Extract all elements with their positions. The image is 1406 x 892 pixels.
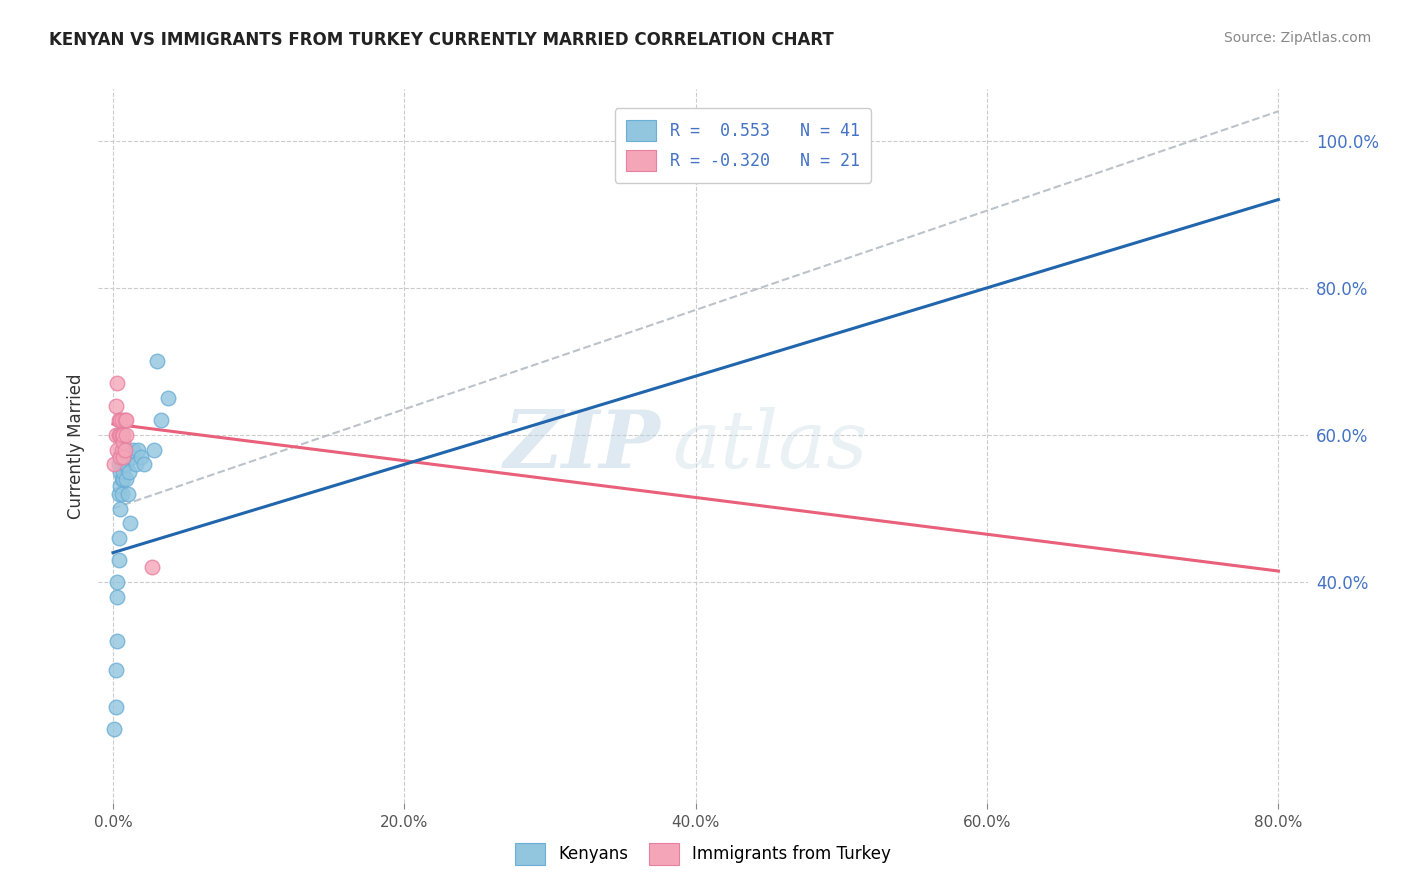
Point	[111, 413, 134, 427]
Point	[110, 428, 132, 442]
Point	[115, 428, 138, 442]
Point	[108, 428, 131, 442]
Text: Source: ZipAtlas.com: Source: ZipAtlas.com	[1223, 31, 1371, 45]
Legend: Kenyans, Immigrants from Turkey: Kenyans, Immigrants from Turkey	[508, 835, 898, 873]
Point	[103, 723, 125, 737]
Point	[117, 487, 139, 501]
Point	[105, 634, 128, 648]
Point	[114, 458, 136, 472]
Point	[122, 442, 145, 457]
Point	[111, 472, 134, 486]
Point	[108, 487, 131, 501]
Point	[114, 442, 136, 457]
Point	[105, 442, 128, 457]
Point	[103, 458, 125, 472]
Point	[132, 458, 155, 472]
Point	[118, 465, 141, 479]
Point	[108, 531, 131, 545]
Point	[111, 450, 134, 464]
Point	[125, 458, 148, 472]
Point	[105, 575, 128, 590]
Point	[115, 458, 138, 472]
Point	[129, 450, 152, 464]
Point	[150, 413, 173, 427]
Point	[111, 487, 134, 501]
Point	[108, 553, 131, 567]
Point	[110, 450, 132, 464]
Point	[104, 664, 127, 678]
Point	[110, 479, 132, 493]
Point	[112, 428, 135, 442]
Text: KENYAN VS IMMIGRANTS FROM TURKEY CURRENTLY MARRIED CORRELATION CHART: KENYAN VS IMMIGRANTS FROM TURKEY CURRENT…	[49, 31, 834, 49]
Point	[104, 399, 127, 413]
Point	[120, 516, 142, 531]
Point	[111, 458, 134, 472]
Point	[108, 458, 131, 472]
Text: ZIP: ZIP	[503, 408, 661, 484]
Point	[111, 442, 134, 457]
Point	[108, 413, 131, 427]
Point	[115, 413, 138, 427]
Point	[112, 442, 135, 457]
Point	[114, 442, 136, 457]
Point	[112, 450, 135, 464]
Point	[105, 376, 128, 391]
Point	[110, 450, 132, 464]
Point	[145, 354, 167, 368]
Point	[115, 472, 138, 486]
Point	[104, 428, 127, 442]
Point	[110, 428, 132, 442]
Point	[112, 435, 135, 450]
Point	[127, 442, 149, 457]
Point	[110, 413, 132, 427]
Point	[105, 590, 128, 604]
Point	[104, 700, 127, 714]
Point	[112, 472, 135, 486]
Point	[112, 465, 135, 479]
Point	[121, 450, 143, 464]
Point	[141, 560, 163, 574]
Point	[110, 465, 132, 479]
Point	[110, 501, 132, 516]
Y-axis label: Currently Married: Currently Married	[66, 373, 84, 519]
Point	[114, 413, 136, 427]
Legend: R =  0.553   N = 41, R = -0.320   N = 21: R = 0.553 N = 41, R = -0.320 N = 21	[614, 108, 872, 183]
Point	[112, 450, 135, 464]
Point	[142, 442, 165, 457]
Text: atlas: atlas	[672, 408, 868, 484]
Point	[117, 450, 139, 464]
Point	[111, 428, 134, 442]
Point	[157, 391, 180, 405]
